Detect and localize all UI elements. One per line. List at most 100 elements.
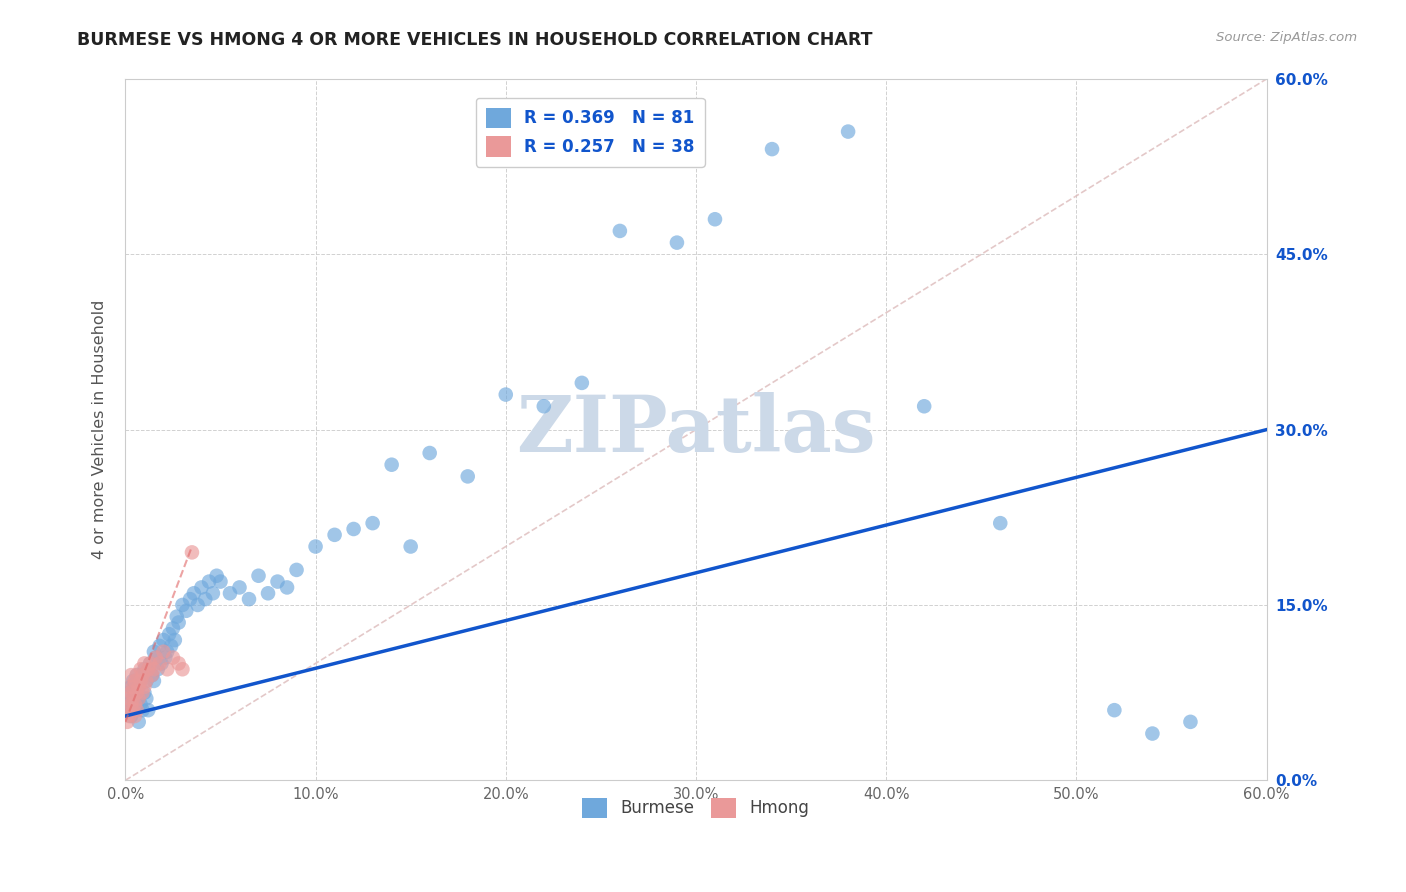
- Point: [124, 673, 146, 688]
- Point: [118, 685, 141, 699]
- Point: [125, 685, 148, 699]
- Point: [135, 673, 157, 688]
- Point: [142, 662, 165, 676]
- Point: [1142, 726, 1164, 740]
- Point: [135, 673, 157, 688]
- Point: [131, 668, 153, 682]
- Point: [156, 645, 179, 659]
- Point: [157, 627, 180, 641]
- Point: [136, 703, 159, 717]
- Point: [117, 714, 139, 729]
- Point: [136, 662, 159, 676]
- Point: [323, 528, 346, 542]
- Point: [152, 645, 174, 659]
- Point: [142, 645, 165, 659]
- Point: [128, 680, 150, 694]
- Point: [124, 685, 146, 699]
- Point: [533, 399, 555, 413]
- Point: [139, 657, 162, 671]
- Point: [128, 691, 150, 706]
- Point: [238, 592, 260, 607]
- Point: [174, 604, 197, 618]
- Point: [179, 592, 201, 607]
- Point: [118, 703, 141, 717]
- Point: [120, 709, 142, 723]
- Point: [228, 581, 250, 595]
- Point: [145, 650, 167, 665]
- Point: [837, 125, 859, 139]
- Point: [118, 680, 141, 694]
- Point: [141, 668, 163, 682]
- Point: [129, 673, 152, 688]
- Point: [257, 586, 280, 600]
- Point: [285, 563, 308, 577]
- Point: [117, 698, 139, 712]
- Point: [665, 235, 688, 250]
- Point: [761, 142, 783, 156]
- Point: [190, 581, 212, 595]
- Point: [912, 399, 935, 413]
- Point: [120, 685, 142, 699]
- Point: [304, 540, 326, 554]
- Point: [399, 540, 422, 554]
- Text: Source: ZipAtlas.com: Source: ZipAtlas.com: [1216, 31, 1357, 45]
- Point: [131, 685, 153, 699]
- Point: [128, 680, 150, 694]
- Point: [135, 691, 157, 706]
- Point: [134, 662, 156, 676]
- Point: [183, 586, 205, 600]
- Point: [124, 709, 146, 723]
- Point: [704, 212, 727, 227]
- Point: [150, 657, 173, 671]
- Point: [142, 673, 165, 688]
- Point: [187, 598, 209, 612]
- Point: [167, 657, 190, 671]
- Point: [209, 574, 232, 589]
- Point: [361, 516, 384, 530]
- Point: [125, 668, 148, 682]
- Point: [128, 691, 150, 706]
- Point: [247, 568, 270, 582]
- Text: BURMESE VS HMONG 4 OR MORE VEHICLES IN HOUSEHOLD CORRELATION CHART: BURMESE VS HMONG 4 OR MORE VEHICLES IN H…: [77, 31, 873, 49]
- Point: [163, 633, 186, 648]
- Point: [118, 709, 141, 723]
- Point: [419, 446, 441, 460]
- Point: [122, 680, 145, 694]
- Point: [125, 698, 148, 712]
- Point: [162, 621, 184, 635]
- Point: [198, 574, 221, 589]
- Point: [120, 680, 142, 694]
- Point: [139, 657, 162, 671]
- Point: [117, 703, 139, 717]
- Point: [146, 662, 169, 676]
- Point: [149, 639, 172, 653]
- Text: ZIPatlas: ZIPatlas: [516, 392, 876, 467]
- Point: [266, 574, 288, 589]
- Point: [343, 522, 366, 536]
- Point: [124, 698, 146, 712]
- Point: [149, 657, 172, 671]
- Point: [160, 639, 183, 653]
- Point: [172, 662, 194, 676]
- Point: [381, 458, 404, 472]
- Point: [134, 680, 156, 694]
- Point: [125, 668, 148, 682]
- Point: [134, 657, 156, 671]
- Point: [125, 703, 148, 717]
- Point: [136, 662, 159, 676]
- Point: [120, 698, 142, 712]
- Point: [131, 668, 153, 682]
- Y-axis label: 4 or more Vehicles in Household: 4 or more Vehicles in Household: [93, 300, 107, 559]
- Point: [155, 650, 177, 665]
- Point: [122, 673, 145, 688]
- Point: [129, 673, 152, 688]
- Point: [1104, 703, 1126, 717]
- Point: [134, 685, 156, 699]
- Point: [152, 633, 174, 648]
- Point: [166, 609, 188, 624]
- Point: [609, 224, 631, 238]
- Point: [156, 662, 179, 676]
- Point: [141, 668, 163, 682]
- Point: [219, 586, 242, 600]
- Point: [457, 469, 479, 483]
